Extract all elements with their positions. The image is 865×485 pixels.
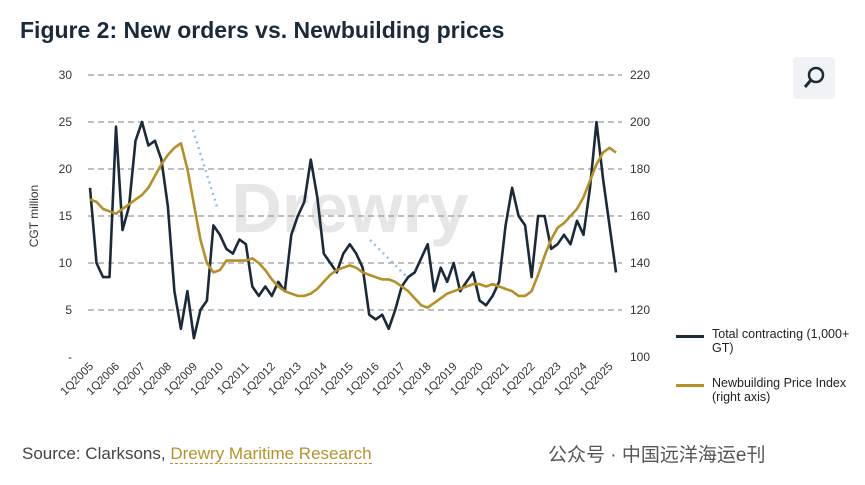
y-tick-label: 10 <box>59 256 73 270</box>
legend-item: Total contracting (1,000+ GT) <box>676 327 851 355</box>
y2-tick-label: 200 <box>630 115 650 129</box>
source: Source: Clarksons, Drewry Maritime Resea… <box>22 444 372 464</box>
series-line <box>89 141 617 309</box>
y2-tick-label: 220 <box>630 68 650 82</box>
source-text: Source: Clarksons, <box>22 444 166 463</box>
footer-watermark: 公众号 · 中国远洋海运e刊 <box>548 445 766 466</box>
legend-swatch <box>676 384 704 387</box>
chart-title: Figure 2: New orders vs. Newbuilding pri… <box>20 17 504 43</box>
y-tick-label: 30 <box>59 68 73 82</box>
y-tick-label: 25 <box>59 115 73 129</box>
legend-label: Total contracting (1,000+ GT) <box>712 327 850 355</box>
y2-tick-label: 120 <box>630 303 650 317</box>
legend-swatch <box>676 335 704 338</box>
y-tick-label: - <box>68 350 72 364</box>
y2-tick-label: 160 <box>630 209 650 223</box>
y-tick-label: 20 <box>59 162 73 176</box>
watermark: Drewry <box>231 169 468 247</box>
search-icon <box>803 66 825 88</box>
legend-label: Newbuilding Price Index (right axis) <box>712 376 847 404</box>
y2-tick-label: 140 <box>630 256 650 270</box>
series-line <box>88 120 618 340</box>
y-tick-label: 15 <box>59 209 73 223</box>
y2-tick-label: 180 <box>630 162 650 176</box>
search-button[interactable] <box>793 57 835 99</box>
y-axis-label: CGT million <box>27 185 41 247</box>
y-tick-label: 5 <box>65 303 72 317</box>
y2-tick-label: 100 <box>630 350 650 364</box>
source-link[interactable]: Drewry Maritime Research <box>170 444 372 464</box>
annotation-arrow <box>191 129 220 211</box>
legend-item: Newbuilding Price Index (right axis) <box>676 376 851 404</box>
